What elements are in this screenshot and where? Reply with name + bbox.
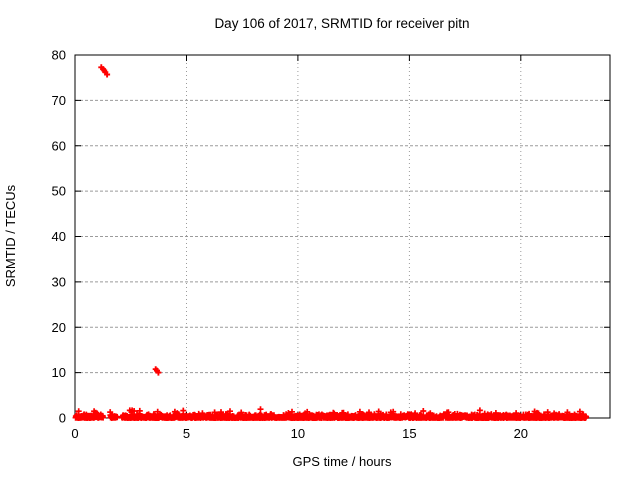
- axis-tick-labels: 0 5 10 15 20 0 10 20 30 40 50 60 70 80: [52, 48, 529, 442]
- data-points-layer: [72, 64, 590, 421]
- y-tick-label: 40: [52, 229, 66, 244]
- outlier-markers: [98, 64, 162, 376]
- y-tick-label: 70: [52, 93, 66, 108]
- chart-title: Day 106 of 2017, SRMTID for receiver pit…: [214, 16, 469, 31]
- x-tick-label: 15: [402, 426, 416, 441]
- x-axis-label: GPS time / hours: [293, 454, 392, 469]
- y-tick-label: 60: [52, 138, 66, 153]
- y-tick-label: 80: [52, 48, 66, 63]
- x-tick-label: 20: [514, 426, 528, 441]
- x-tick-label: 0: [71, 426, 78, 441]
- x-tick-label: 10: [291, 426, 305, 441]
- baseline-band-markers: [72, 406, 590, 421]
- y-axis-label: SRMTID / TECUs: [3, 184, 18, 287]
- y-tick-label: 30: [52, 274, 66, 289]
- x-tick-label: 5: [183, 426, 190, 441]
- y-tick-label: 50: [52, 184, 66, 199]
- y-tick-label: 0: [59, 411, 66, 426]
- horizontal-gridlines: [75, 99, 610, 374]
- y-tick-label: 20: [52, 320, 66, 335]
- y-tick-label: 10: [52, 365, 66, 380]
